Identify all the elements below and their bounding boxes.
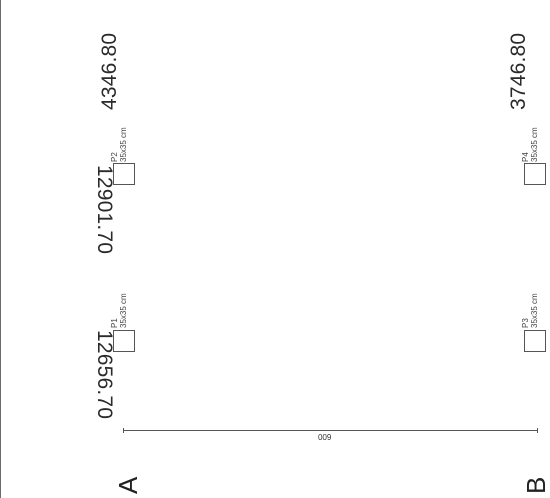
column-p3 [524,330,546,352]
column-size-p1: 35x35 cm [119,293,128,328]
column-size-p4: 35x35 cm [530,127,539,162]
column-id-p1: P1 [110,318,119,328]
column-id-p2: P2 [110,152,119,162]
coordinate-top-a: 4346.80 [98,32,121,110]
dimension-value: 600 [318,432,332,441]
column-p4 [524,163,546,185]
dimension-tick-right [537,428,538,433]
axis-label-a: A [113,476,143,494]
column-label-p3: P3 35x35 cm [521,293,539,328]
dimension-line [123,430,538,431]
column-label-p2: P2 35x35 cm [110,127,128,162]
dimension-tick-left [123,428,124,433]
sheet-border [0,0,1,498]
column-label-p4: P4 35x35 cm [521,127,539,162]
column-id-p4: P4 [521,152,530,162]
column-size-p2: 35x35 cm [119,127,128,162]
column-p1 [113,330,135,352]
column-id-p3: P3 [521,318,530,328]
column-label-p1: P1 35x35 cm [110,293,128,328]
column-size-p3: 35x35 cm [530,293,539,328]
axis-label-b: B [521,476,550,494]
column-p2 [113,163,135,185]
coordinate-top-b: 3746.80 [507,32,530,110]
